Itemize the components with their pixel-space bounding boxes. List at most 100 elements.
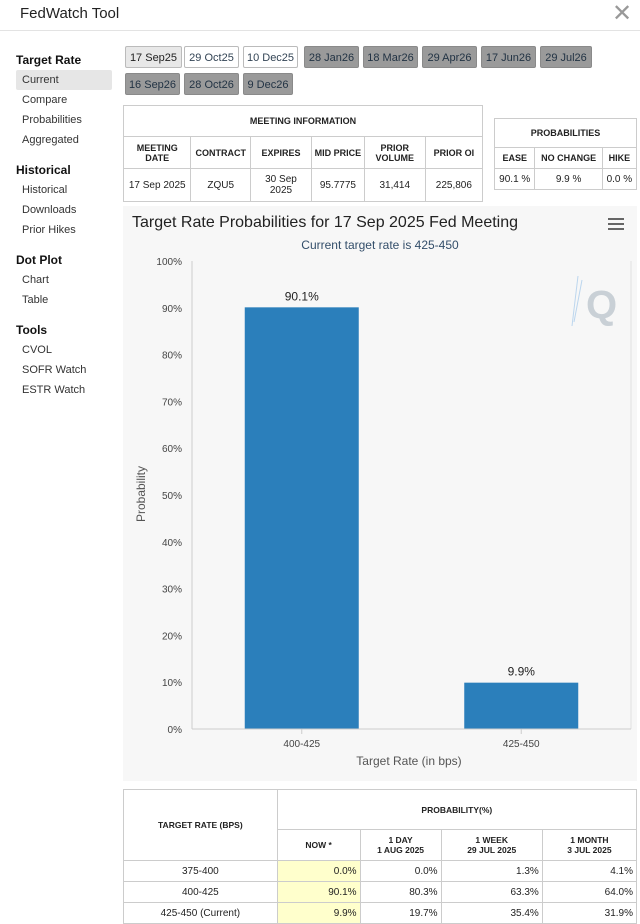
meeting-information-table: MEETING INFORMATION MEETING DATE CONTRACT… xyxy=(122,105,484,202)
probability-group-header: PROBABILITY(%) xyxy=(276,789,638,830)
sidebar-item-probabilities[interactable]: Probabilities xyxy=(22,114,82,126)
meeting-info-value: 30 Sep 2025 xyxy=(249,168,312,202)
tab-meeting-9-dec26[interactable]: 9 Dec26 xyxy=(243,73,293,95)
cell-month: 4.1% xyxy=(541,860,638,882)
subheader-period: 1 DAY xyxy=(388,835,413,845)
subheader-period: NOW * xyxy=(305,840,332,850)
subheader-period: 1 WEEK xyxy=(475,835,508,845)
meeting-info-value: 17 Sep 2025 xyxy=(122,168,192,202)
cell-rate: 375-400 xyxy=(123,860,278,882)
probability-subheader: 1 DAY 1 AUG 2025 xyxy=(359,829,442,861)
meeting-info-value: 31,414 xyxy=(363,168,426,202)
sidebar-item-aggregated[interactable]: Aggregated xyxy=(22,134,79,146)
cell-week: 35.4% xyxy=(440,902,543,924)
cell-month: 31.9% xyxy=(541,902,638,924)
cell-month: 64.0% xyxy=(541,881,638,903)
sidebar-item-estr-watch[interactable]: ESTR Watch xyxy=(22,384,86,396)
meeting-info-value: 225,806 xyxy=(424,168,484,202)
y-tick-label: 70% xyxy=(162,397,182,408)
y-axis-title: Probability xyxy=(134,466,148,522)
y-tick-label: 20% xyxy=(162,631,182,642)
table-row: 375-400 0.0% 0.0% 1.3% 4.1% xyxy=(123,860,638,882)
probabilities-table: PROBABILITIES EASE NO CHANGE HIKE 90.1 % 9.… xyxy=(493,118,638,190)
cell-rate: 400-425 xyxy=(123,881,278,903)
meeting-info-header: MID PRICE xyxy=(310,136,365,169)
sidebar-item-table[interactable]: Table xyxy=(22,294,49,306)
chart-menu-icon[interactable] xyxy=(608,218,624,230)
sidebar-item-cvol[interactable]: CVOL xyxy=(22,344,52,356)
sidebar-item-compare[interactable]: Compare xyxy=(22,94,68,106)
tab-meeting-10-dec25[interactable]: 10 Dec25 xyxy=(243,46,298,68)
y-tick-label: 10% xyxy=(162,678,182,689)
y-tick-label: 60% xyxy=(162,444,182,455)
tab-meeting-28-oct26[interactable]: 28 Oct26 xyxy=(184,73,239,95)
meeting-info-header: EXPIRES xyxy=(249,136,312,169)
chart-subtitle: Current target rate is 425-450 xyxy=(301,238,459,252)
tab-meeting-29-oct25[interactable]: 29 Oct25 xyxy=(184,46,239,68)
sidebar-item-chart[interactable]: Chart xyxy=(22,274,49,286)
sidebar-item-prior-hikes[interactable]: Prior Hikes xyxy=(22,224,76,236)
x-tick-label: 425-450 xyxy=(503,739,540,750)
tab-meeting-17-jun26[interactable]: 17 Jun26 xyxy=(481,46,536,68)
sidebar-nav: Target Rate Current Compare Probabilities Ag… xyxy=(16,50,112,400)
meeting-info-title: MEETING INFORMATION xyxy=(123,105,483,137)
bar-data-label: 90.1% xyxy=(285,289,319,303)
bar-400-425[interactable] xyxy=(244,307,359,729)
meeting-info-header: PRIOR OI xyxy=(424,136,484,169)
meeting-info-header: PRIOR VOLUME xyxy=(363,136,426,169)
table-row: 425-450 (Current) 9.9% 19.7% 35.4% 31.9% xyxy=(123,902,638,924)
probabilities-value: 0.0 % xyxy=(601,168,638,190)
cell-now: 90.1% xyxy=(276,881,361,903)
probabilities-value: 90.1 % xyxy=(493,168,536,190)
sidebar-section-title: Historical xyxy=(16,163,71,177)
title-bar: FedWatch Tool ✕ xyxy=(0,0,640,31)
cell-day: 80.3% xyxy=(359,881,442,903)
y-tick-label: 90% xyxy=(162,304,182,315)
cell-week: 1.3% xyxy=(440,860,543,882)
probability-bar-chart: Target Rate Probabilities for 17 Sep 202… xyxy=(132,214,632,768)
tab-meeting-28-jan26[interactable]: 28 Jan26 xyxy=(304,46,359,68)
cell-now: 0.0% xyxy=(276,860,361,882)
meeting-info-value: ZQU5 xyxy=(190,168,251,202)
watermark-logo: Q xyxy=(571,275,617,327)
y-tick-label: 40% xyxy=(162,538,182,549)
subheader-date: 1 AUG 2025 xyxy=(377,845,425,855)
sidebar-section-title: Target Rate xyxy=(16,53,82,67)
x-tick-label: 400-425 xyxy=(283,739,320,750)
tab-meeting-29-apr26[interactable]: 29 Apr26 xyxy=(422,46,477,68)
target-rate-header: TARGET RATE (BPS) xyxy=(123,789,278,861)
tab-meeting-16-sep26[interactable]: 16 Sep26 xyxy=(125,73,180,95)
bar-425-450[interactable] xyxy=(464,682,579,729)
app-title: FedWatch Tool xyxy=(20,5,120,22)
meeting-info-header: MEETING DATE xyxy=(122,136,192,169)
y-tick-label: 50% xyxy=(162,491,182,502)
close-icon[interactable]: ✕ xyxy=(612,0,633,27)
chart-panel: Target Rate Probabilities for 17 Sep 202… xyxy=(123,206,637,781)
probabilities-title: PROBABILITIES xyxy=(494,118,637,148)
probabilities-header: HIKE xyxy=(601,147,638,169)
x-axis-title: Target Rate (in bps) xyxy=(356,754,461,768)
svg-text:Q: Q xyxy=(586,283,617,327)
probabilities-header: EASE xyxy=(493,147,536,169)
probability-subheader: 1 WEEK 29 JUL 2025 xyxy=(440,829,543,861)
probability-subheader: NOW * xyxy=(276,829,361,861)
sidebar-item-downloads[interactable]: Downloads xyxy=(22,204,77,216)
y-tick-label: 0% xyxy=(168,725,183,736)
probabilities-header: NO CHANGE xyxy=(534,147,603,169)
sidebar-item-sofr-watch[interactable]: SOFR Watch xyxy=(22,364,87,376)
subheader-date: 3 JUL 2025 xyxy=(567,845,612,855)
sidebar-section-title: Tools xyxy=(16,323,48,337)
sidebar-item-current[interactable]: Current xyxy=(16,70,112,90)
y-tick-label: 80% xyxy=(162,351,182,362)
bar-data-label: 9.9% xyxy=(508,665,536,679)
sidebar-section-title: Dot Plot xyxy=(16,253,62,267)
cell-rate: 425-450 (Current) xyxy=(123,902,278,924)
chart-title: Target Rate Probabilities for 17 Sep 202… xyxy=(132,214,518,231)
tab-meeting-17-sep25[interactable]: 17 Sep25 xyxy=(125,46,182,68)
subheader-period: 1 MONTH xyxy=(570,835,609,845)
tab-meeting-18-mar26[interactable]: 18 Mar26 xyxy=(363,46,418,68)
sidebar-item-historical[interactable]: Historical xyxy=(22,184,68,196)
meeting-info-header: CONTRACT xyxy=(190,136,251,169)
tab-meeting-29-jul26[interactable]: 29 Jul26 xyxy=(540,46,592,68)
probability-subheader: 1 MONTH 3 JUL 2025 xyxy=(541,829,638,861)
